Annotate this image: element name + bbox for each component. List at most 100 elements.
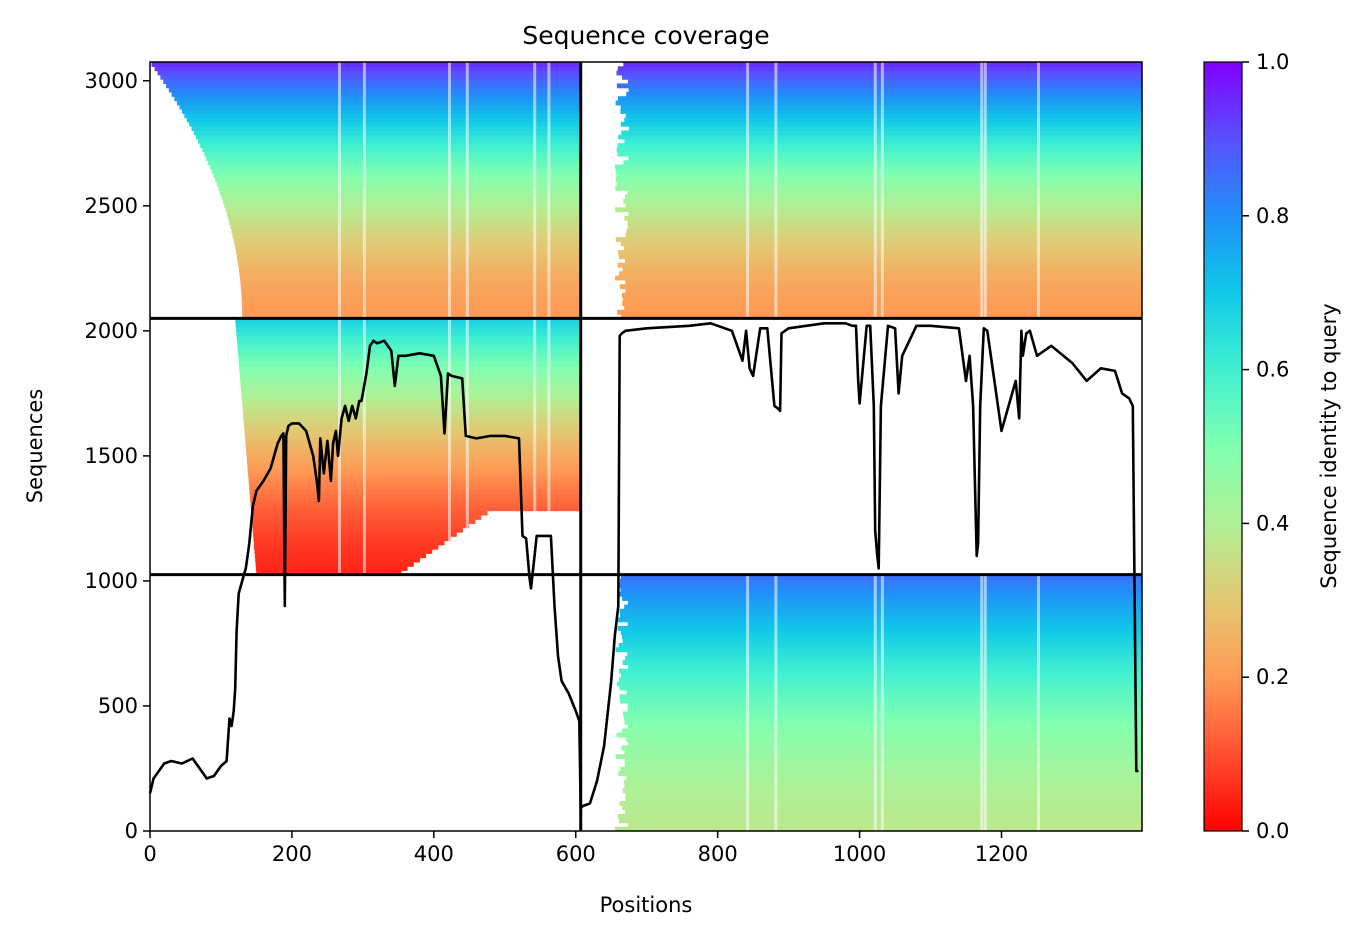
heatmap-row xyxy=(166,83,581,89)
heatmap-row xyxy=(235,322,581,328)
colorbar-tick-label: 0.8 xyxy=(1256,204,1289,228)
heatmap-row xyxy=(242,408,581,413)
heatmap-row xyxy=(242,399,581,405)
heatmap-row xyxy=(243,412,581,418)
heatmap-row xyxy=(618,134,1142,140)
heatmap-row xyxy=(160,74,581,80)
heatmap-row xyxy=(157,70,581,76)
heatmap-row xyxy=(238,262,581,268)
heatmap-row xyxy=(255,557,420,563)
x-axis-label: Positions xyxy=(600,893,693,917)
heatmap-row xyxy=(238,356,581,362)
heatmap-row xyxy=(619,608,1142,614)
heatmap-row xyxy=(618,771,1142,777)
heatmap-row xyxy=(242,309,581,315)
heatmap-block xyxy=(151,62,581,319)
gap-column xyxy=(1037,62,1040,319)
x-tick-label: 0 xyxy=(143,842,156,866)
heatmap-row xyxy=(628,126,1142,131)
heatmap-row xyxy=(189,121,581,127)
colorbar-tick-label: 0.2 xyxy=(1256,665,1289,689)
colorbar-tick-label: 0.6 xyxy=(1256,358,1289,382)
heatmap-row xyxy=(614,826,1142,831)
heatmap-row xyxy=(245,442,581,448)
heatmap-row xyxy=(193,130,581,136)
heatmap-row xyxy=(615,275,1142,281)
heatmap-row xyxy=(255,566,408,571)
heatmap-row xyxy=(228,215,581,221)
colorbar-tick-label: 1.0 xyxy=(1256,50,1289,74)
heatmap-row xyxy=(239,369,581,375)
heatmap-row xyxy=(200,143,581,149)
heatmap-row xyxy=(234,241,581,247)
heatmap-row xyxy=(251,510,488,516)
heatmap-row xyxy=(240,279,581,285)
heatmap-row xyxy=(617,151,1142,157)
heatmap-row xyxy=(627,190,1142,196)
heatmap-row xyxy=(615,185,1142,191)
heatmap-row xyxy=(241,395,581,401)
heatmap-row xyxy=(241,292,581,298)
heatmap-row xyxy=(224,203,581,208)
heatmap-row xyxy=(616,168,1142,174)
heatmap-row xyxy=(616,83,1142,89)
heatmap-row xyxy=(247,463,581,469)
heatmap-row xyxy=(198,138,581,144)
heatmap-row xyxy=(242,314,581,319)
heatmap-row xyxy=(254,544,439,550)
heatmap-row xyxy=(617,143,1142,149)
heatmap-row xyxy=(617,309,1142,315)
colorbar xyxy=(1203,61,1243,832)
gap-column xyxy=(448,62,451,319)
heatmap-row xyxy=(615,207,1142,213)
heatmap-row xyxy=(253,540,445,546)
heatmap-block xyxy=(235,318,581,576)
gap-column xyxy=(980,574,984,831)
heatmap-row xyxy=(254,549,433,554)
heatmap-row xyxy=(626,690,1142,695)
heatmap-row xyxy=(151,62,581,67)
heatmap-row xyxy=(249,484,581,490)
heatmap-row xyxy=(241,386,581,392)
heatmap-row xyxy=(240,284,581,290)
heatmap-row xyxy=(237,339,581,345)
y-tick-label: 1000 xyxy=(85,569,138,593)
heatmap-row xyxy=(235,318,581,324)
heatmap-row xyxy=(617,262,1142,268)
heatmap-row xyxy=(235,245,581,251)
heatmap-row xyxy=(615,617,1142,623)
heatmap-row xyxy=(628,156,1142,161)
heatmap-block xyxy=(614,62,1142,319)
heatmap-row xyxy=(616,681,1142,687)
heatmap-row xyxy=(619,694,1142,700)
heatmap-row xyxy=(216,181,581,187)
heatmap-row xyxy=(184,113,581,119)
y-tick-label: 0 xyxy=(125,819,138,843)
heatmap-row xyxy=(627,822,1142,828)
heatmap-row xyxy=(233,237,581,243)
heatmap-row xyxy=(225,207,581,213)
heatmap-row xyxy=(239,275,581,281)
heatmap-row xyxy=(614,164,1142,170)
heatmap-row xyxy=(215,177,581,183)
heatmap-row xyxy=(210,164,581,170)
coverage-heatmap xyxy=(151,62,1142,831)
heatmap-row xyxy=(616,147,1142,153)
y-tick-label: 2000 xyxy=(85,319,138,343)
heatmap-row xyxy=(191,126,581,131)
heatmap-row xyxy=(619,271,1142,277)
colorbar-ticks: 0.0 0.2 0.4 0.6 0.8 1.0 xyxy=(1242,50,1289,843)
gap-column xyxy=(362,318,366,575)
coverage-line xyxy=(148,321,1139,810)
heatmap-row xyxy=(252,523,470,529)
heatmap-row xyxy=(616,173,1142,178)
heatmap-row xyxy=(627,220,1142,225)
heatmap-row xyxy=(232,232,581,238)
heatmap-row xyxy=(242,305,581,311)
heatmap-row xyxy=(252,527,463,533)
gap-column xyxy=(774,62,778,319)
heatmap-row xyxy=(627,224,1142,230)
colorbar-label: Sequence identity to query xyxy=(1317,303,1341,588)
heatmap-row xyxy=(221,194,581,200)
